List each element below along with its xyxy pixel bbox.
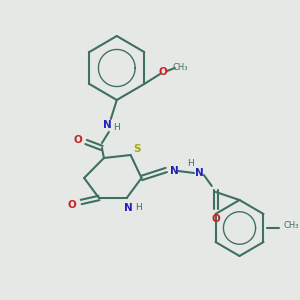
Text: S: S bbox=[133, 144, 140, 154]
Text: N: N bbox=[194, 168, 203, 178]
Text: N: N bbox=[170, 166, 178, 176]
Text: CH₃: CH₃ bbox=[283, 221, 299, 230]
Text: O: O bbox=[159, 67, 167, 77]
Text: O: O bbox=[68, 200, 76, 210]
Text: H: H bbox=[135, 203, 142, 212]
Text: O: O bbox=[74, 135, 82, 145]
Text: N: N bbox=[103, 120, 111, 130]
Text: O: O bbox=[212, 214, 220, 224]
Text: H: H bbox=[113, 122, 120, 131]
Text: CH₃: CH₃ bbox=[172, 62, 188, 71]
Text: H: H bbox=[187, 158, 194, 167]
Text: N: N bbox=[124, 203, 133, 213]
